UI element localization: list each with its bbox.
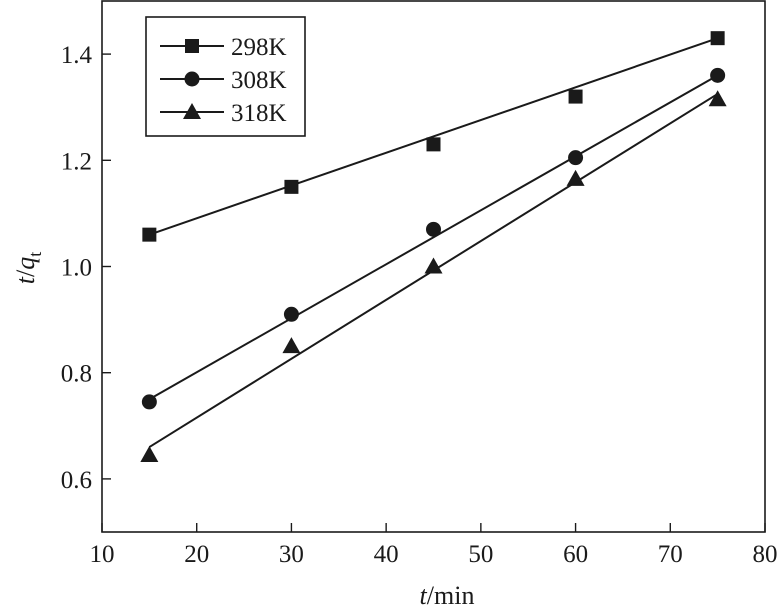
point-298k [142, 227, 157, 242]
x-tick-label: 60 [563, 541, 588, 568]
x-tick-label: 40 [374, 541, 399, 568]
point-318k [566, 169, 585, 186]
y-tick-label: 1.0 [61, 255, 92, 282]
x-axis-label-unit: /min [427, 581, 475, 607]
fit-line-308k [148, 74, 719, 401]
point-308k [141, 394, 157, 410]
point-298k [284, 179, 299, 194]
point-308k [710, 67, 726, 83]
point-298k [710, 31, 725, 46]
legend-marker-318k [183, 103, 201, 119]
x-axis-ticks: 10 20 30 40 50 60 70 80 [90, 523, 777, 568]
x-tick-label: 30 [279, 541, 304, 568]
legend-label-298k: 298K [231, 34, 287, 61]
y-tick-label: 0.8 [61, 361, 92, 388]
point-308k [426, 221, 441, 237]
legend: 298K 308K 318K [145, 16, 306, 137]
point-308k [283, 306, 299, 322]
legend-box [145, 16, 306, 137]
point-318k [708, 90, 727, 107]
legend-label-318k: 318K [231, 100, 287, 127]
y-axis-ticks: 0.6 0.8 1.0 1.2 1.4 [61, 42, 111, 494]
point-318k [140, 446, 159, 463]
point-308k [568, 150, 584, 166]
legend-items: 298K 308K 318K [160, 34, 287, 127]
data-markers [140, 31, 727, 463]
y-axis-label-q: q [11, 257, 40, 270]
point-318k [282, 337, 301, 354]
legend-label-308k: 308K [231, 67, 287, 94]
y-tick-label: 1.2 [61, 148, 92, 175]
y-axis-label-sub: t [25, 252, 45, 257]
x-tick-label: 70 [658, 541, 683, 568]
x-tick-label: 10 [90, 541, 115, 568]
y-axis-label-slash: / [11, 269, 40, 277]
point-298k [426, 137, 441, 152]
legend-marker-308k [184, 71, 200, 87]
x-tick-label: 80 [753, 541, 777, 568]
x-axis-label-t: t [420, 581, 428, 607]
y-tick-label: 0.6 [61, 467, 92, 494]
y-axis-label-t: t [11, 276, 40, 284]
y-axis-label: t/qt [11, 252, 45, 284]
fit-line-298k [149, 37, 718, 236]
x-tick-label: 20 [184, 541, 209, 568]
point-318k [424, 257, 443, 274]
point-298k [568, 89, 583, 104]
y-tick-label: 1.4 [61, 42, 93, 69]
x-axis-label: t/min [420, 581, 475, 607]
x-tick-label: 50 [468, 541, 493, 568]
legend-marker-298k [185, 39, 199, 53]
